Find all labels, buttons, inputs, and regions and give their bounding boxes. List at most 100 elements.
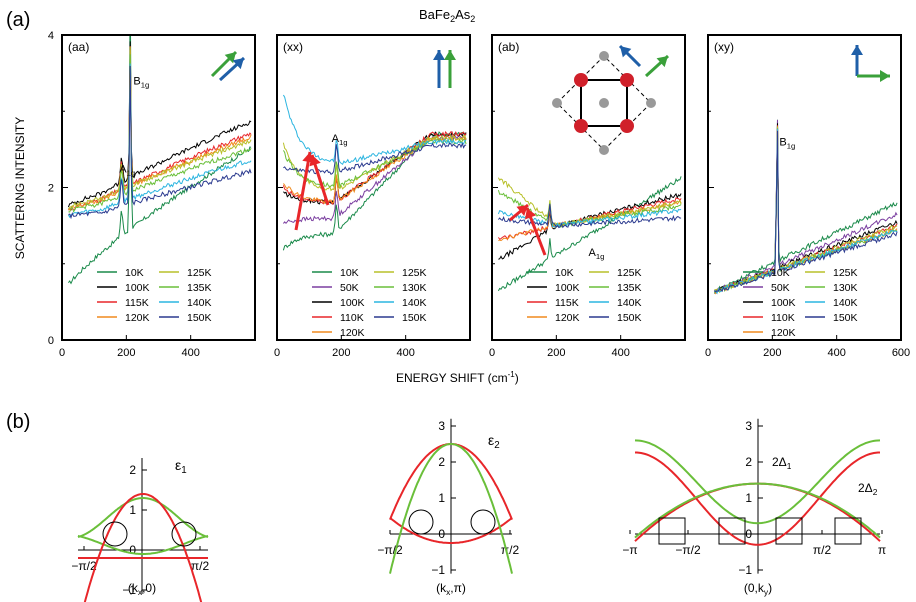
- series-line-115K: [68, 45, 252, 211]
- series-group: [67, 35, 252, 285]
- band-curve: [77, 497, 209, 538]
- legend-label: 120K: [125, 312, 150, 324]
- series-line-135K: [68, 54, 252, 213]
- legend-label: 110K: [340, 312, 364, 324]
- y-tick-label: −1: [122, 583, 136, 597]
- legend-label: 150K: [617, 312, 642, 324]
- series-line-50K: [714, 119, 898, 292]
- x-tick-label: 0: [705, 347, 711, 359]
- series-line-140K: [714, 128, 898, 295]
- series-line-120K: [713, 127, 898, 295]
- series-line-150K: [714, 130, 898, 293]
- y-tick-label: 3: [745, 419, 752, 433]
- series-line-50K: [283, 135, 467, 225]
- legend-label: 125K: [617, 267, 642, 279]
- red-arrow-icon: [309, 154, 330, 206]
- band-curve: [634, 482, 881, 539]
- series-line-100K: [67, 41, 252, 208]
- plot-frame: [707, 34, 902, 341]
- y-tick-label: 3: [438, 419, 445, 433]
- x-tick-label: 200: [332, 347, 350, 359]
- legend-label: 140K: [617, 297, 642, 309]
- legend-label: 130K: [833, 282, 858, 294]
- gap-marker-icon: [171, 521, 197, 547]
- series-line-125K: [497, 177, 682, 227]
- red-arrow-icon: [524, 207, 547, 256]
- y-tick-label: 0: [745, 527, 752, 541]
- plot-frame: [61, 34, 256, 341]
- figure-label-a: (a): [6, 9, 30, 31]
- series-line-125K: [714, 126, 898, 294]
- legend-label: 50K: [340, 282, 359, 294]
- x-tick-label: π/2: [813, 543, 832, 557]
- figure-label-b: (b): [6, 411, 30, 433]
- polarization-arrow-icon: [433, 50, 445, 88]
- x-tick-label: 0: [489, 347, 495, 359]
- x-tick-label: 400: [181, 347, 199, 359]
- legend-label: 100K: [555, 282, 580, 294]
- legend-label: 135K: [617, 282, 642, 294]
- y-tick-label: 0: [438, 527, 445, 541]
- y-tick-label: −1: [431, 563, 445, 577]
- x-tick-label: 600: [892, 347, 910, 359]
- legend-label: 10K: [771, 267, 790, 279]
- band-curve: [389, 443, 513, 574]
- y-tick-label: 0: [48, 335, 54, 347]
- legend-label: 150K: [402, 312, 427, 324]
- legend-label: 125K: [833, 267, 858, 279]
- polarization-arrow-icon: [218, 56, 246, 82]
- band-curve: [634, 439, 881, 525]
- polarization-arrow-icon: [644, 54, 670, 78]
- series-line-150K: [498, 203, 682, 229]
- series-line-10K: [282, 131, 467, 251]
- x-tick-label: 0: [274, 347, 280, 359]
- series-line-100K: [498, 192, 682, 260]
- legend-label: 140K: [833, 297, 858, 309]
- x-tick-label: −π/2: [675, 543, 701, 557]
- legend-label: 100K: [340, 297, 365, 309]
- band-curve: [635, 451, 880, 546]
- legend-label: 125K: [187, 267, 212, 279]
- panel-label: (aa): [68, 40, 89, 54]
- y-tick-label: 1: [438, 491, 445, 505]
- series-line-140K: [67, 63, 252, 219]
- legend-label: 10K: [555, 267, 574, 279]
- legend-label: 10K: [340, 267, 359, 279]
- series-line-110K: [282, 130, 467, 206]
- band-curve: [77, 534, 209, 555]
- gap-marker-icon: [658, 517, 686, 545]
- y-tick-label: 2: [129, 463, 136, 477]
- series-line-120K: [68, 49, 252, 211]
- legend-label: 100K: [771, 297, 796, 309]
- x-axis-label: ENERGY SHIFT (cm-1): [396, 370, 519, 385]
- series-line-130K: [713, 128, 898, 294]
- panel-label: (ab): [498, 40, 519, 54]
- legend-label: 10K: [125, 267, 144, 279]
- legend-label: 150K: [187, 312, 212, 324]
- x-tick-label: 200: [763, 347, 781, 359]
- figure-title: BaFe2As2: [419, 7, 475, 24]
- series-group: [497, 176, 682, 292]
- y-tick-label: 2: [745, 455, 752, 469]
- legend-label: 140K: [187, 297, 212, 309]
- panel-label: (xx): [283, 40, 303, 54]
- x-tick-label: −π: [622, 543, 637, 557]
- series-line-110K: [714, 125, 898, 294]
- axis-label: (0,ky): [744, 581, 772, 597]
- gap-marker-icon: [834, 517, 862, 545]
- y-axis-label: SCATTERING INTENSITY: [13, 117, 27, 259]
- y-tick-label: 2: [48, 183, 54, 195]
- polarization-arrow-icon: [444, 50, 456, 88]
- legend-label: 150K: [833, 312, 858, 324]
- legend-label: 110K: [771, 312, 795, 324]
- panel-aa: (aa) 0 200 400 0 2 4 A1g B1g 10K 125K 100K 135K 115K 1…: [48, 30, 256, 359]
- series-line-10K: [68, 35, 252, 285]
- red-arrow-icon: [509, 203, 529, 222]
- band-panel-k_x,π: 3 2 1 0 −1 −π/2 π/2 (kx,π) ε2: [377, 418, 519, 597]
- band-panel-0,k_y: 3 2 1 0 −1 −π −π/2 π/2 π (0,ky) 2Δ1 2Δ2: [622, 418, 886, 597]
- y-tick-label: 4: [48, 30, 54, 42]
- series-line-140K: [282, 94, 467, 166]
- series-line-10K: [714, 119, 898, 293]
- legend-label: 120K: [771, 327, 796, 339]
